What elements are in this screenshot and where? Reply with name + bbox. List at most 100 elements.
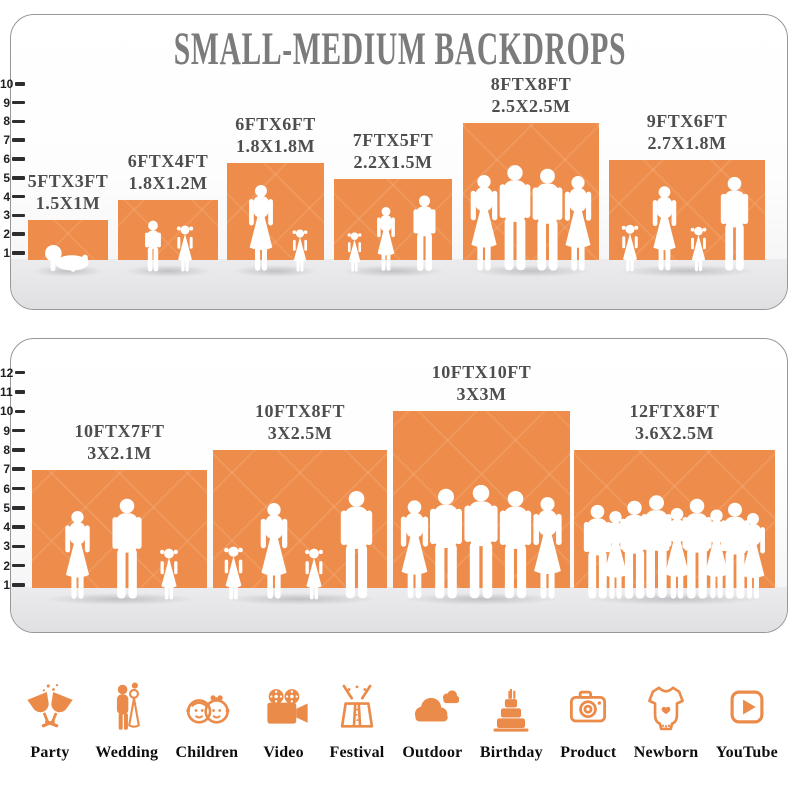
girl-silhouette (174, 225, 196, 272)
ruler-tick-mark (12, 194, 25, 199)
backdrop-size-label: 9FTX6FT 2.7X1.8M (647, 110, 728, 154)
party-icon (22, 679, 78, 735)
ruler-tick-label: 10 (0, 76, 14, 91)
ruler-tick-label: 5 (3, 500, 10, 515)
ruler-tick: 7 (0, 461, 25, 477)
ruler-tick-label: 2 (3, 227, 10, 242)
floor-strip (11, 259, 787, 309)
category-label: Video (263, 744, 304, 761)
size-feet: 10FTX7FT (74, 421, 165, 441)
size-meters: 1.8X1.8M (235, 136, 315, 156)
backdrop-size-label: 10FTX8FT 3X2.5M (255, 400, 345, 444)
ruler-tick: 4 (0, 519, 25, 535)
woman-silhouette (646, 185, 683, 272)
size-feet: 6FTX4FT (127, 151, 209, 171)
ruler-tick-label: 3 (3, 539, 10, 554)
ruler-tick-label: 11 (0, 385, 13, 399)
ruler-tick-label: 6 (3, 481, 10, 496)
backdrop-size-label: 5FTX3FT 1.5X1M (28, 170, 109, 214)
category-label: Wedding (95, 744, 159, 761)
category-label: Party (30, 744, 70, 761)
ruler-tick-mark (12, 100, 25, 105)
ruler-tick-label: 7 (3, 133, 10, 148)
ruler-tick: 6 (0, 481, 25, 497)
ruler-tick-label: 10 (0, 404, 14, 419)
category-label: Outdoor (402, 744, 463, 761)
people-silhouette-group (108, 220, 228, 272)
ruler-tick-mark (12, 213, 25, 218)
ruler-tick: 4 (0, 189, 25, 205)
ruler-tick: 5 (0, 170, 25, 186)
man-silhouette (333, 490, 380, 600)
ruler-tick-mark (12, 544, 25, 549)
size-meters: 1.5X1M (35, 193, 101, 213)
children-icon (179, 679, 235, 735)
ruler-tick-label: 3 (3, 208, 10, 223)
girl-silhouette (221, 546, 246, 600)
backdrop-bar (574, 450, 775, 605)
people-silhouette-group (203, 490, 397, 600)
category-newborn: Newborn (634, 652, 699, 762)
ruler-tick: 10 (0, 76, 25, 92)
backdrop-bar (393, 411, 570, 605)
ruler-tick: 7 (0, 132, 25, 148)
woman-silhouette (557, 175, 599, 272)
man-silhouette (408, 195, 441, 272)
ruler-tick-label: 1 (3, 578, 10, 592)
ruler-tick: 6 (0, 151, 25, 167)
backdrop-size-label: 6FTX4FT 1.8X1.2M (128, 150, 209, 194)
backdrop-size-label: 10FTX10FT 3X3M (432, 361, 532, 405)
category-label: Children (175, 744, 239, 761)
woman-silhouette (253, 502, 295, 600)
ruler-tick-label: 1 (3, 246, 10, 260)
ruler-tick-mark (12, 506, 25, 510)
ruler-tick-mark (12, 563, 25, 568)
size-feet: 10FTX8FT (254, 401, 346, 421)
backdrop-bar (463, 123, 599, 277)
size-feet: 5FTX3FT (27, 171, 109, 191)
ruler-tick: 9 (0, 95, 25, 111)
people-silhouette-group (564, 494, 785, 600)
ruler-tick: 9 (0, 423, 25, 439)
ruler-tick-mark (12, 157, 25, 161)
size-meters: 3X3M (456, 384, 507, 404)
baby-silhouette (43, 240, 94, 272)
birthday-icon (483, 679, 539, 735)
backdrop-size-label: 6FTX6FT 1.8X1.8M (235, 113, 316, 157)
category-festival: Festival (329, 652, 385, 762)
category-birthday: Birthday (480, 652, 543, 762)
ruler-tick: 2 (0, 558, 25, 574)
category-label: Birthday (479, 744, 543, 761)
backdrop-bar (28, 220, 108, 277)
girl-silhouette (688, 226, 709, 272)
ruler-tick-mark (12, 467, 25, 471)
ruler-tick: 12 (0, 365, 25, 381)
backdrop-size-label: 8FTX8FT 2.5X2.5M (491, 73, 572, 117)
people-shadow (471, 265, 591, 277)
video-icon (256, 679, 312, 735)
category-wedding: Wedding (95, 652, 158, 762)
category-youtube: YouTube (716, 652, 778, 762)
ruler-tick-mark (12, 176, 25, 180)
size-feet: 6FTX6FT (235, 114, 316, 134)
ruler-tick-mark (14, 390, 25, 394)
ruler-tick-label: 5 (3, 170, 10, 185)
ruler-tick-label: 12 (0, 365, 14, 380)
youtube-icon (719, 679, 775, 735)
ruler-tick: 11 (0, 384, 25, 400)
newborn-icon (638, 679, 694, 735)
ruler-tick-label: 4 (3, 520, 10, 535)
backdrop-bar (609, 160, 765, 277)
ruler-tick-label: 4 (3, 189, 10, 204)
ruler-tick-mark (15, 82, 25, 86)
people-silhouette-group (18, 240, 118, 272)
people-silhouette-group (383, 484, 580, 600)
people-silhouette-group (22, 498, 217, 600)
size-feet: 10FTX10FT (431, 362, 532, 382)
ruler-tick-label: 9 (3, 95, 10, 110)
floor-strip (11, 587, 787, 632)
ruler-tick: 3 (0, 207, 25, 223)
wedding-icon (99, 679, 155, 735)
woman-silhouette (734, 512, 772, 600)
